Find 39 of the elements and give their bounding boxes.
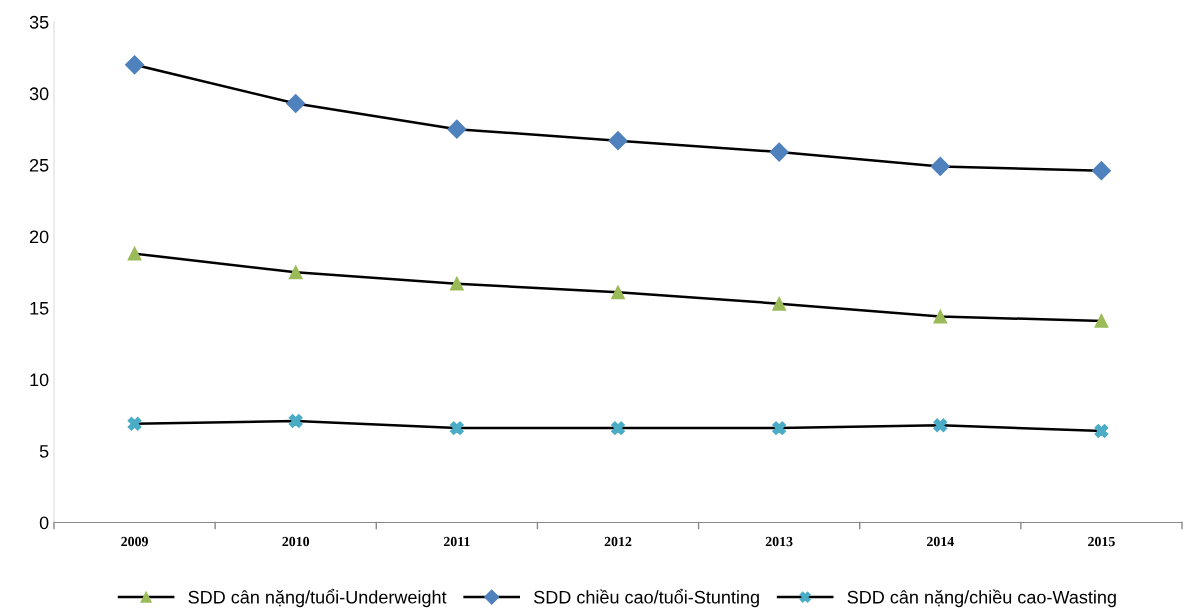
y-tick-label: 35 (29, 15, 49, 29)
y-tick-label: 30 (29, 87, 49, 101)
y-tick-label: 0 (39, 516, 49, 530)
point (125, 55, 145, 75)
point (608, 131, 628, 151)
y-tick-label: 25 (29, 158, 49, 172)
point (930, 156, 950, 176)
point (769, 142, 789, 162)
point (1091, 161, 1111, 181)
x-tick-label: 2009 (121, 536, 148, 547)
point (288, 265, 303, 280)
x-tick-label: 2012 (604, 536, 632, 547)
legend-label: SDD chiều cao/tuổi-Stunting (534, 588, 759, 608)
x-tick-label: 2011 (443, 536, 470, 547)
point (127, 416, 142, 431)
point (286, 93, 306, 113)
point (611, 285, 625, 300)
point (449, 421, 464, 436)
y-tick-label: 15 (30, 302, 49, 315)
x-tick-label: 2015 (1088, 536, 1115, 547)
point (449, 276, 464, 291)
point (1094, 313, 1109, 328)
point (933, 309, 948, 324)
x-tick-label: 2014 (926, 536, 954, 547)
point (772, 421, 787, 436)
legend-label: SDD cân nặng/chiều cao-Wasting (847, 589, 1116, 608)
point (447, 119, 467, 139)
point (1094, 424, 1109, 438)
point (772, 296, 787, 311)
y-tick-label: 20 (29, 230, 49, 244)
x-tick-label: 2013 (765, 536, 793, 547)
point (288, 414, 303, 428)
legend-label: SDD cân nặng/tuổi-Underweight (188, 588, 447, 608)
point (933, 418, 948, 433)
point (127, 246, 142, 261)
point (611, 421, 625, 436)
x-tick-label: 2010 (282, 536, 310, 547)
y-tick-label: 5 (39, 445, 49, 458)
y-tick-label: 10 (30, 373, 49, 387)
